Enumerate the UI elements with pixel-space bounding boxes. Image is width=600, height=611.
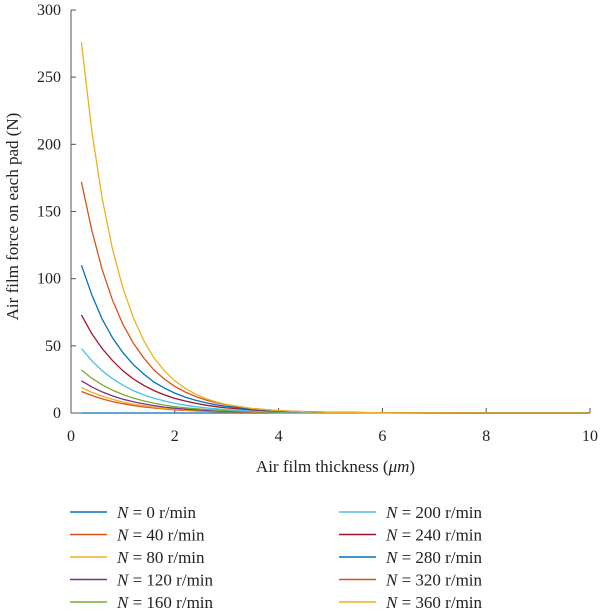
x-tick-label: 2 (171, 428, 179, 445)
y-tick-label: 300 (37, 2, 61, 19)
x-tick-label: 8 (482, 428, 490, 445)
x-axis-title-unit: μm (388, 457, 410, 476)
x-tick-label: 4 (275, 428, 283, 445)
y-axis-title: Air film force on each pad (N) (3, 113, 22, 321)
y-tick-label: 200 (37, 136, 61, 153)
legend-label-6: N = 240 r/min (385, 526, 483, 545)
y-axis-ticks: 0 50 100 150 200 250 300 (37, 2, 76, 422)
y-tick-label: 250 (37, 69, 61, 86)
series-line-9 (80, 42, 590, 414)
series-lines (80, 42, 590, 414)
legend-label-1: N = 40 r/min (116, 526, 205, 545)
legend-label-4: N = 160 r/min (116, 593, 214, 611)
y-tick-label: 50 (45, 338, 61, 355)
legend-label-8: N = 320 r/min (385, 571, 483, 590)
x-tick-label: 6 (378, 428, 386, 445)
legend-label-2: N = 80 r/min (116, 548, 205, 567)
legend-label-3: N = 120 r/min (116, 571, 214, 590)
legend-label-5: N = 200 r/min (385, 503, 483, 522)
legend-label-7: N = 280 r/min (385, 548, 483, 567)
legend-label-9: N = 360 r/min (385, 593, 483, 611)
y-tick-label: 150 (37, 204, 61, 221)
legend-label-0: N = 0 r/min (116, 503, 197, 522)
legend: N = 0 r/min N = 40 r/min N = 80 r/min N = 1… (70, 503, 483, 611)
x-axis-title-prefix: Air film thickness ( (256, 457, 389, 476)
y-tick-label: 0 (53, 405, 61, 422)
y-tick-label: 100 (37, 271, 61, 288)
x-axis-title-suffix: ) (409, 457, 415, 476)
x-axis-title: Air film thickness (μm) (256, 457, 415, 476)
x-tick-label: 0 (67, 428, 75, 445)
x-tick-label: 10 (582, 428, 598, 445)
